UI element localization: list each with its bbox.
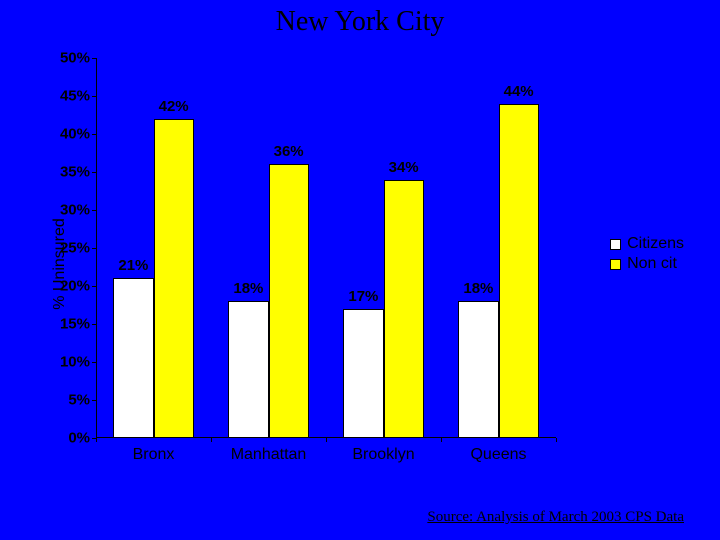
chart-title: New York City [0,6,720,38]
bar-value-label: 18% [233,280,263,297]
y-tick-label: 0% [68,430,90,447]
y-tick-mark [92,172,96,173]
y-tick-mark [92,324,96,325]
bar-value-label: 42% [159,98,189,115]
y-tick-label: 20% [60,278,90,295]
y-tick-mark [92,134,96,135]
y-tick-mark [92,96,96,97]
plot-area: 0%5%10%15%20%25%30%35%40%45%50%Bronx21%4… [96,58,556,438]
bar [499,104,539,438]
x-category-label: Brooklyn [352,446,414,464]
y-tick-label: 35% [60,164,90,181]
legend-label: Non cit [627,255,677,273]
y-tick-mark [92,248,96,249]
y-axis-title: % Uninsured [51,218,69,310]
source-note: Source: Analysis of March 2003 CPS Data [427,509,684,526]
y-tick-label: 25% [60,240,90,257]
y-tick-label: 40% [60,126,90,143]
x-tick-mark [326,438,327,442]
bar-value-label: 21% [118,257,148,274]
y-tick-mark [92,400,96,401]
bar [384,180,424,438]
bar-value-label: 36% [274,143,304,160]
legend-swatch [610,259,621,270]
legend-label: Citizens [627,235,684,253]
y-tick-label: 5% [68,392,90,409]
y-tick-label: 50% [60,50,90,67]
y-axis-line [96,58,97,438]
legend-item: Non cit [610,255,684,273]
x-tick-mark [96,438,97,442]
y-tick-mark [92,58,96,59]
x-tick-mark [211,438,212,442]
y-tick-label: 10% [60,354,90,371]
y-tick-mark [92,362,96,363]
x-tick-mark [441,438,442,442]
bar-value-label: 18% [463,280,493,297]
x-tick-mark [556,438,557,442]
x-category-label: Manhattan [231,446,307,464]
bar-value-label: 17% [348,288,378,305]
chart-area: % Uninsured 0%5%10%15%20%25%30%35%40%45%… [44,48,676,480]
x-category-label: Queens [470,446,526,464]
bar [343,309,383,438]
slide: New York City % Uninsured 0%5%10%15%20%2… [0,0,720,540]
bar [113,278,153,438]
bar [458,301,498,438]
legend-item: Citizens [610,235,684,253]
y-tick-label: 45% [60,88,90,105]
y-tick-mark [92,210,96,211]
bar-value-label: 44% [504,83,534,100]
y-tick-label: 30% [60,202,90,219]
bar [154,119,194,438]
bar [228,301,268,438]
y-tick-label: 15% [60,316,90,333]
bar-value-label: 34% [389,159,419,176]
x-category-label: Bronx [133,446,175,464]
legend: Citizens Non cit [610,233,684,275]
y-tick-mark [92,286,96,287]
legend-swatch [610,239,621,250]
bar [269,164,309,438]
